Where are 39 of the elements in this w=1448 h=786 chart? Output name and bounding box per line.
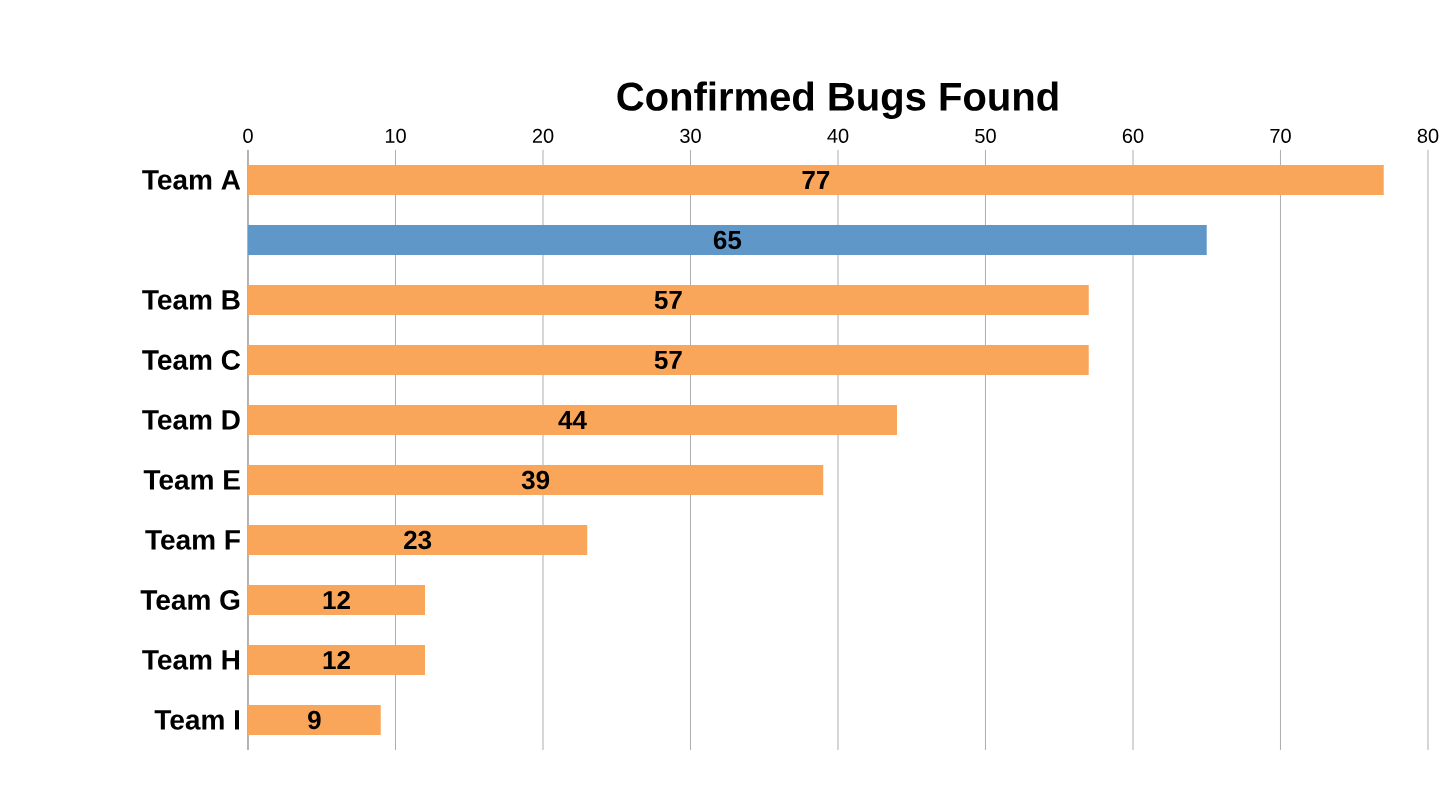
data-label: 39 [521, 470, 550, 490]
data-label: 44 [558, 411, 587, 429]
bar [248, 164, 1384, 195]
x-tick-label: 40 [827, 128, 849, 143]
y-tick-label: Team G [140, 590, 240, 610]
x-tick-label: 80 [1417, 128, 1439, 143]
data-label: 12 [323, 650, 350, 670]
x-tick-label: 10 [385, 128, 406, 143]
bar [248, 284, 1089, 315]
data-label: 23 [404, 530, 432, 550]
y-tick-label: Team I [154, 710, 240, 730]
y-tick-label: Team C [142, 350, 241, 370]
bar [248, 404, 897, 435]
bar [248, 524, 588, 555]
y-tick-label: Team H [142, 650, 240, 670]
x-tick-label: 60 [1122, 128, 1144, 143]
data-label: 12 [323, 590, 350, 610]
bar [248, 644, 425, 675]
data-label: 9 [308, 710, 321, 730]
bar [248, 584, 425, 615]
bar [248, 704, 381, 735]
bar [248, 224, 1207, 255]
bar [248, 464, 824, 495]
bar [248, 344, 1089, 375]
chart-title: Confirmed Bugs Found [617, 81, 1058, 119]
x-tick-label: 20 [532, 128, 554, 143]
y-tick-label: Team D [142, 410, 240, 430]
x-tick-label: 0 [243, 128, 253, 143]
x-tick-label: 50 [975, 128, 996, 143]
y-tick-label: Team E [143, 470, 240, 490]
y-tick-label: Team F [145, 530, 240, 550]
y-tick-label: Team B [142, 290, 240, 310]
x-tick-label: 30 [680, 128, 701, 143]
data-label: 65 [713, 230, 742, 250]
y-tick-label: Team A [142, 170, 241, 190]
data-label: 57 [654, 290, 682, 310]
x-tick-label: 70 [1270, 128, 1291, 143]
data-label: 77 [802, 171, 830, 189]
data-label: 57 [654, 350, 682, 370]
